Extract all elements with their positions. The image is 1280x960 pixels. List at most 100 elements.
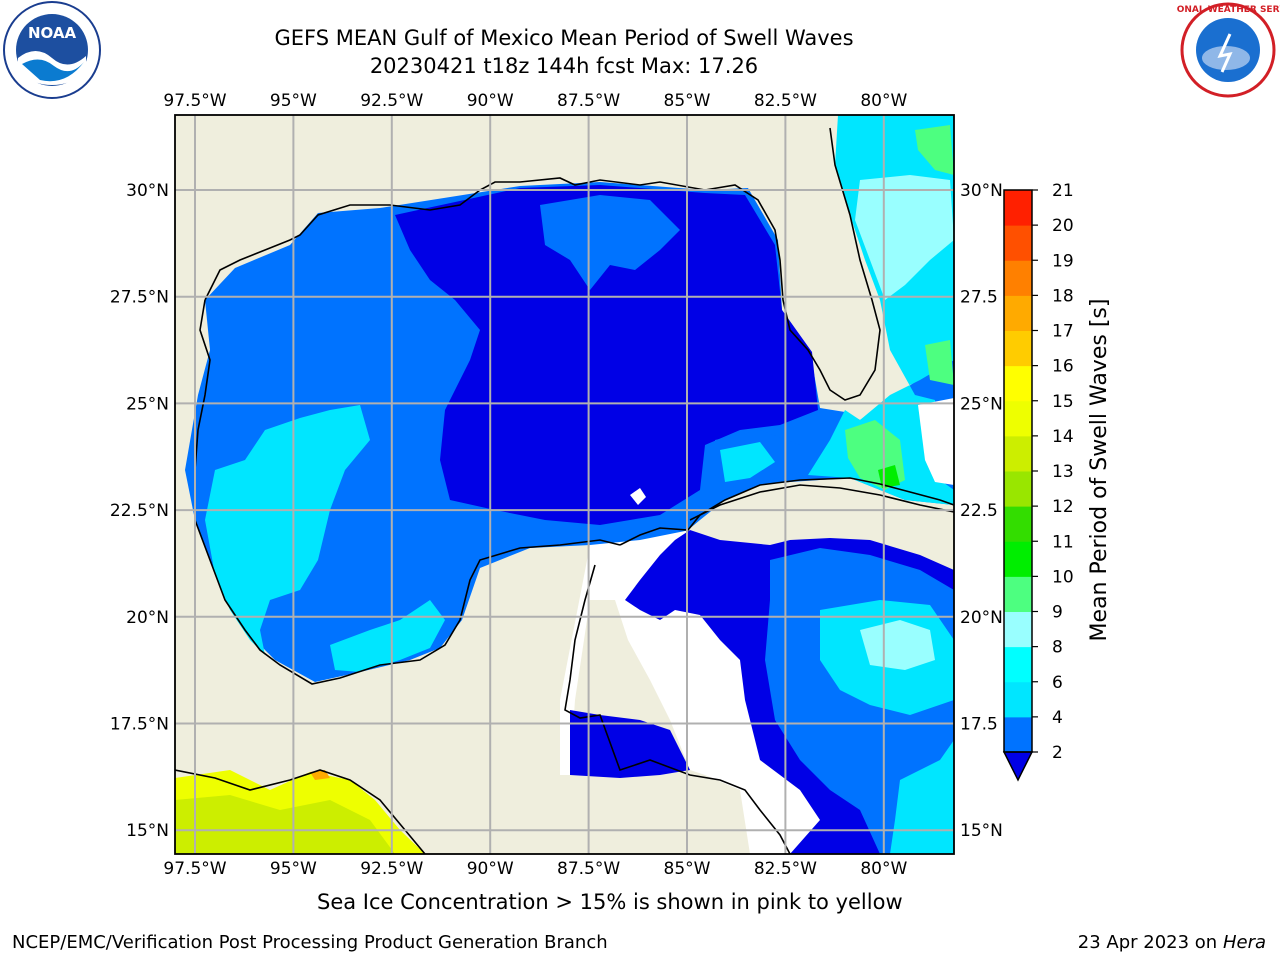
pacific-coastline bbox=[175, 769, 426, 854]
colorbar-segment bbox=[1004, 330, 1032, 367]
colorbar-segment bbox=[1004, 506, 1032, 542]
colorbar-segment bbox=[1004, 435, 1032, 472]
colorbar-tick-label: 11 bbox=[1052, 532, 1074, 552]
colorbar-segment bbox=[1004, 646, 1032, 683]
pacific-field-band bbox=[175, 795, 395, 854]
lat-tick-label-left: 20°N bbox=[126, 608, 169, 628]
colorbar-segment bbox=[1004, 225, 1032, 261]
colorbar-tick-label: 20 bbox=[1052, 216, 1074, 236]
lat-tick-label-left: 17.5°N bbox=[110, 715, 169, 735]
lon-tick-label-bottom: 90°W bbox=[467, 859, 514, 879]
colorbar-tick-label: 2 bbox=[1052, 743, 1063, 763]
chart-subtitle: 20230421 t18z 144h fcst Max: 17.26 bbox=[369, 54, 759, 78]
chart-title: GEFS MEAN Gulf of Mexico Mean Period of … bbox=[274, 26, 854, 50]
footer-date-text: 23 Apr 2023 on bbox=[1077, 932, 1223, 953]
map-area bbox=[175, 115, 954, 854]
colorbar-tick-label: 4 bbox=[1052, 708, 1063, 728]
lon-tick-label-top: 92.5°W bbox=[360, 91, 423, 111]
lon-tick-label-top: 87.5°W bbox=[557, 91, 620, 111]
colorbar-segment bbox=[1004, 681, 1032, 718]
colorbar-segment bbox=[1004, 471, 1032, 507]
lat-tick-label-left: 15°N bbox=[126, 821, 169, 841]
gulf-light-patch-north bbox=[540, 195, 680, 290]
bahamas-nodata bbox=[918, 398, 954, 485]
colorbar-tick-label: 12 bbox=[1052, 497, 1074, 517]
footer-date: 23 Apr 2023 on Hera bbox=[1078, 932, 1266, 953]
colorbar-tick-label: 16 bbox=[1052, 357, 1074, 377]
lat-tick-label-right: 30°N bbox=[960, 181, 1003, 201]
lon-tick-label-bottom: 80°W bbox=[860, 859, 907, 879]
colorbar-tick-label: 21 bbox=[1052, 181, 1074, 201]
colorbar-segment bbox=[1004, 576, 1032, 612]
atlantic-green-mid bbox=[925, 340, 954, 385]
map-gridlines bbox=[175, 115, 954, 854]
lon-tick-label-top: 97.5°W bbox=[163, 91, 226, 111]
gulf-cyan-bay bbox=[330, 600, 445, 672]
gulf-cyan-west bbox=[205, 405, 370, 655]
map-frame bbox=[174, 114, 955, 855]
colorbar-tick-label: 15 bbox=[1052, 392, 1074, 412]
nws-logo-text: NATIONAL WEATHER SERVICE bbox=[1176, 5, 1280, 15]
cuba-coastline bbox=[689, 484, 954, 521]
colorbar-tick-label: 17 bbox=[1052, 322, 1074, 342]
atlantic-lightcyan bbox=[855, 175, 954, 300]
lat-tick-label-left: 25°N bbox=[126, 394, 169, 414]
lon-tick-label-bottom: 87.5°W bbox=[557, 859, 620, 879]
lon-tick-label-top: 85°W bbox=[664, 91, 711, 111]
atlantic-green-north bbox=[915, 125, 954, 175]
noaa-logo: NOAA bbox=[0, 0, 104, 108]
colorbar-extension bbox=[1002, 751, 1034, 782]
lon-tick-label-top: 82.5°W bbox=[754, 91, 817, 111]
colorbar-tick-label: 8 bbox=[1052, 638, 1063, 658]
colorbar-tick-label: 9 bbox=[1052, 603, 1063, 623]
colorbar-segment bbox=[1004, 716, 1032, 753]
colorbar-segment bbox=[1004, 365, 1032, 402]
colorbar-tick-label: 19 bbox=[1052, 251, 1074, 271]
colorbar: 2 4 6 8 9 10 11 12 13 14 15 16 17 18 19 20 21 bbox=[1002, 181, 1074, 782]
colorbar-segment bbox=[1004, 295, 1032, 331]
lat-tick-label-left: 30°N bbox=[126, 181, 169, 201]
caribbean-lightcyan bbox=[860, 620, 935, 670]
lat-tick-label-left: 22.5°N bbox=[110, 501, 169, 521]
noaa-logo-text: NOAA bbox=[28, 24, 77, 42]
colorbar-segment bbox=[1004, 611, 1032, 648]
gulf-cyan-east bbox=[720, 442, 775, 482]
lat-tick-label-right: 17.5 bbox=[960, 715, 998, 735]
sea-ice-note: Sea Ice Concentration > 15% is shown in … bbox=[317, 890, 903, 914]
yucatan-coastline bbox=[619, 477, 954, 546]
lat-tick-label-left: 27.5°N bbox=[110, 288, 169, 308]
colorbar-tick-label: 18 bbox=[1052, 286, 1074, 306]
lat-tick-label-right: 15°N bbox=[960, 821, 1003, 841]
lon-tick-label-bottom: 95°W bbox=[270, 859, 317, 879]
lat-tick-label-right: 22.5 bbox=[960, 501, 998, 521]
nodata-speck bbox=[630, 488, 646, 505]
lat-tick-label-right: 27.5 bbox=[960, 288, 998, 308]
colorbar-tick-label: 13 bbox=[1052, 462, 1074, 482]
lon-tick-label-bottom: 85°W bbox=[664, 859, 711, 879]
colorbar-tick-label: 10 bbox=[1052, 567, 1074, 587]
footer-credit: NCEP/EMC/Verification Post Processing Pr… bbox=[12, 932, 608, 953]
lon-tick-label-top: 80°W bbox=[860, 91, 907, 111]
lon-tick-label-top: 90°W bbox=[467, 91, 514, 111]
gulf-coastline bbox=[204, 127, 881, 401]
nws-logo: NATIONAL WEATHER SERVICE bbox=[1153, 0, 1280, 104]
colorbar-tick-label: 6 bbox=[1052, 673, 1063, 693]
footer-host: Hera bbox=[1222, 932, 1266, 953]
lat-tick-label-right: 25°N bbox=[960, 394, 1003, 414]
gulf-dark-core bbox=[395, 185, 818, 525]
colorbar-label: Mean Period of Swell Waves [s] bbox=[1087, 299, 1112, 642]
lon-tick-label-bottom: 82.5°W bbox=[754, 859, 817, 879]
lon-tick-label-bottom: 97.5°W bbox=[163, 859, 226, 879]
central-america-coastline bbox=[564, 564, 791, 854]
lon-tick-label-top: 95°W bbox=[270, 91, 317, 111]
colorbar-segment bbox=[1004, 541, 1032, 577]
colorbar-segment bbox=[1004, 190, 1032, 226]
map-tick-labels: 97.5°W 97.5°W 95°W 95°W 92.5°W 92.5°W 90°W 90°W… bbox=[110, 91, 1003, 879]
colorbar-segment bbox=[1004, 400, 1032, 437]
lat-tick-label-right: 20°N bbox=[960, 608, 1003, 628]
colorbar-segment bbox=[1004, 260, 1032, 296]
lon-tick-label-bottom: 92.5°W bbox=[360, 859, 423, 879]
colorbar-tick-label: 14 bbox=[1052, 427, 1074, 447]
caribbean-cyan-south bbox=[890, 740, 954, 854]
